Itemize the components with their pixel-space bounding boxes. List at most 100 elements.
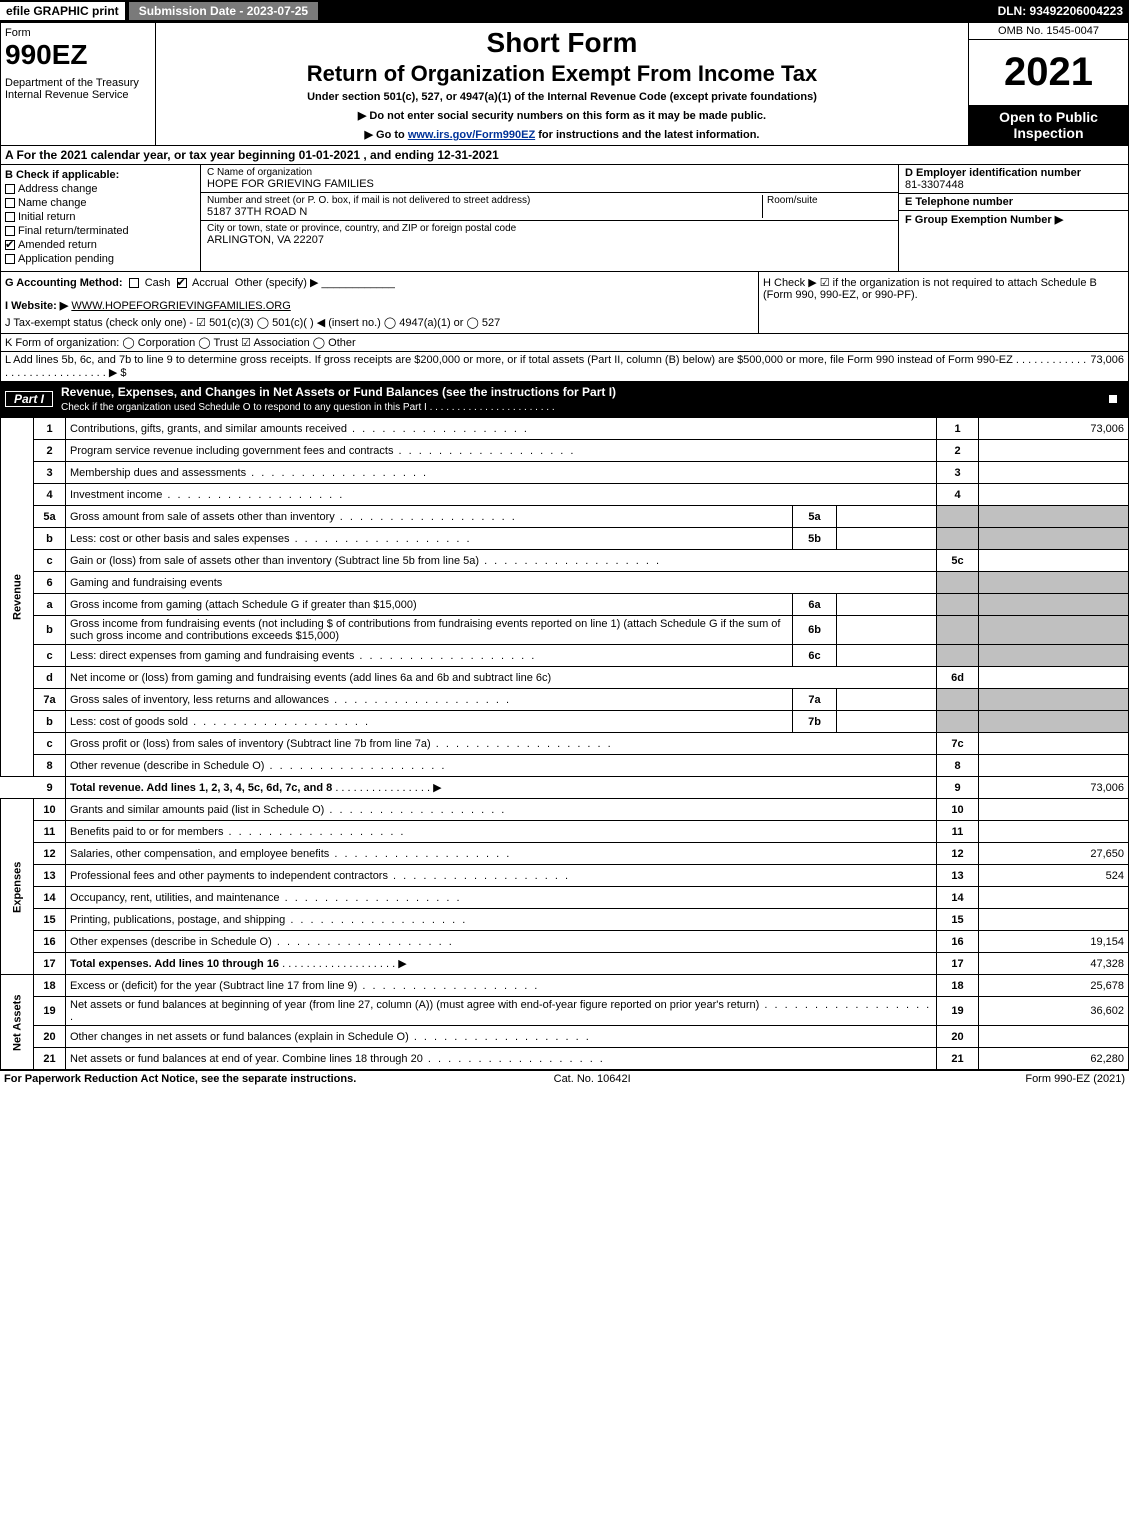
line-6: 6 Gaming and fundraising events (1, 572, 1129, 594)
open-to-public: Open to Public Inspection (969, 105, 1128, 145)
chk-accrual[interactable] (177, 278, 187, 288)
line-6c: c Less: direct expenses from gaming and … (1, 645, 1129, 667)
part-i-header: Part I Revenue, Expenses, and Changes in… (0, 382, 1129, 417)
row-l-text: L Add lines 5b, 6c, and 7b to line 9 to … (5, 354, 1090, 379)
line-20: 20 Other changes in net assets or fund b… (1, 1026, 1129, 1048)
g-other: Other (specify) ▶ (235, 277, 319, 289)
form-word: Form (5, 27, 151, 39)
chk-initial-return[interactable]: Initial return (5, 211, 196, 223)
line-3: 3 Membership dues and assessments 3 (1, 462, 1129, 484)
line-18: Net Assets 18 Excess or (deficit) for th… (1, 975, 1129, 997)
rows-ghij: G Accounting Method: Cash Accrual Other … (0, 272, 1129, 334)
org-city-value: ARLINGTON, VA 22207 (207, 234, 892, 246)
line-2: 2 Program service revenue including gove… (1, 440, 1129, 462)
top-bar: efile GRAPHIC print Submission Date - 20… (0, 0, 1129, 22)
ein-label: D Employer identification number (905, 167, 1122, 179)
goto-prefix: ▶ Go to (365, 129, 408, 141)
line-15: 15 Printing, publications, postage, and … (1, 909, 1129, 931)
header-mid: Short Form Return of Organization Exempt… (156, 23, 968, 145)
line-7c: c Gross profit or (loss) from sales of i… (1, 733, 1129, 755)
goto-instructions: ▶ Go to www.irs.gov/Form990EZ for instru… (164, 128, 960, 141)
row-l-amount: 73,006 (1090, 354, 1124, 379)
return-title: Return of Organization Exempt From Incom… (164, 61, 960, 87)
header-right: OMB No. 1545-0047 2021 Open to Public In… (968, 23, 1128, 145)
row-j-tax-exempt: J Tax-exempt status (check only one) - ☑… (5, 316, 754, 329)
line-11: 11 Benefits paid to or for members 11 (1, 821, 1129, 843)
ein-cell: D Employer identification number 81-3307… (899, 165, 1128, 194)
header-left: Form 990EZ Department of the Treasury In… (1, 23, 156, 145)
side-netassets: Net Assets (1, 975, 34, 1070)
line-6d: d Net income or (loss) from gaming and f… (1, 667, 1129, 689)
org-addr-label: Number and street (or P. O. box, if mail… (207, 195, 762, 206)
footer-right: Form 990-EZ (2021) (1025, 1073, 1125, 1085)
chk-final-return[interactable]: Final return/terminated (5, 225, 196, 237)
org-city-row: City or town, state or province, country… (201, 221, 898, 248)
org-addr-value: 5187 37TH ROAD N (207, 206, 762, 218)
part-i-check-text: Check if the organization used Schedule … (61, 402, 555, 413)
org-name-row: C Name of organization HOPE FOR GRIEVING… (201, 165, 898, 193)
col-b-header: B Check if applicable: (5, 169, 196, 181)
group-exemption-cell: F Group Exemption Number ▶ (899, 211, 1128, 271)
org-city-label: City or town, state or province, country… (207, 223, 892, 234)
lines-table: Revenue 1 Contributions, gifts, grants, … (0, 417, 1129, 1070)
org-name-label: C Name of organization (207, 167, 892, 178)
line-17: 17 Total expenses. Add lines 10 through … (1, 953, 1129, 975)
chk-amended-return[interactable]: Amended return (5, 239, 196, 251)
tax-year: 2021 (969, 40, 1128, 105)
form-number: 990EZ (5, 39, 151, 71)
line-19: 19 Net assets or fund balances at beginn… (1, 997, 1129, 1026)
row-gh: G Accounting Method: Cash Accrual Other … (1, 272, 1128, 333)
part-i-checkbox[interactable] (1108, 394, 1118, 404)
ssn-warning: ▶ Do not enter social security numbers o… (164, 109, 960, 122)
short-form-title: Short Form (164, 27, 960, 59)
ein-value: 81-3307448 (905, 179, 1122, 191)
line-6b: b Gross income from fundraising events (… (1, 616, 1129, 645)
row-k-form-org: K Form of organization: ◯ Corporation ◯ … (0, 334, 1129, 352)
chk-application-pending[interactable]: Application pending (5, 253, 196, 265)
line-7a: 7a Gross sales of inventory, less return… (1, 689, 1129, 711)
column-c-org: C Name of organization HOPE FOR GRIEVING… (201, 165, 898, 271)
line-21: 21 Net assets or fund balances at end of… (1, 1048, 1129, 1070)
line-9: 9 Total revenue. Add lines 1, 2, 3, 4, 5… (1, 777, 1129, 799)
department-label: Department of the Treasury Internal Reve… (5, 77, 151, 101)
chk-cash[interactable] (129, 278, 139, 288)
part-i-title: Revenue, Expenses, and Changes in Net As… (61, 385, 616, 413)
line-5b: b Less: cost or other basis and sales ex… (1, 528, 1129, 550)
website-value[interactable]: WWW.HOPEFORGRIEVINGFAMILIES.ORG (71, 300, 290, 312)
submission-date: Submission Date - 2023-07-25 (129, 2, 318, 20)
row-h-schedule-b: H Check ▶ ☑ if the organization is not r… (758, 272, 1128, 333)
group-exemption-label: F Group Exemption Number ▶ (905, 213, 1122, 226)
line-12: 12 Salaries, other compensation, and emp… (1, 843, 1129, 865)
section-a-period: A For the 2021 calendar year, or tax yea… (0, 146, 1129, 165)
column-b-checkboxes: B Check if applicable: Address change Na… (1, 165, 201, 271)
dln-label: DLN: 93492206004223 (998, 4, 1129, 18)
line-14: 14 Occupancy, rent, utilities, and maint… (1, 887, 1129, 909)
row-g-accounting: G Accounting Method: Cash Accrual Other … (1, 272, 758, 333)
goto-suffix: for instructions and the latest informat… (535, 129, 759, 141)
info-grid: B Check if applicable: Address change Na… (0, 165, 1129, 272)
chk-address-change[interactable]: Address change (5, 183, 196, 195)
org-name-value: HOPE FOR GRIEVING FAMILIES (207, 178, 892, 190)
phone-label: E Telephone number (905, 196, 1122, 208)
row-l-gross-receipts: L Add lines 5b, 6c, and 7b to line 9 to … (0, 352, 1129, 382)
line-1: Revenue 1 Contributions, gifts, grants, … (1, 418, 1129, 440)
irs-link[interactable]: www.irs.gov/Form990EZ (408, 129, 535, 141)
g-label: G Accounting Method: (5, 277, 123, 289)
form-header: Form 990EZ Department of the Treasury In… (0, 22, 1129, 146)
column-def: D Employer identification number 81-3307… (898, 165, 1128, 271)
phone-cell: E Telephone number (899, 194, 1128, 211)
footer-left: For Paperwork Reduction Act Notice, see … (4, 1073, 356, 1085)
line-4: 4 Investment income 4 (1, 484, 1129, 506)
omb-number: OMB No. 1545-0047 (969, 23, 1128, 40)
page-footer: For Paperwork Reduction Act Notice, see … (0, 1070, 1129, 1087)
efile-label: efile GRAPHIC print (0, 2, 125, 20)
line-5c: c Gain or (loss) from sale of assets oth… (1, 550, 1129, 572)
chk-name-change[interactable]: Name change (5, 197, 196, 209)
under-section-text: Under section 501(c), 527, or 4947(a)(1)… (164, 91, 960, 103)
line-6a: a Gross income from gaming (attach Sched… (1, 594, 1129, 616)
footer-mid: Cat. No. 10642I (554, 1073, 631, 1085)
line-7b: b Less: cost of goods sold 7b (1, 711, 1129, 733)
room-suite-label: Room/suite (767, 195, 892, 206)
org-addr-row: Number and street (or P. O. box, if mail… (201, 193, 898, 221)
side-expenses: Expenses (1, 799, 34, 975)
